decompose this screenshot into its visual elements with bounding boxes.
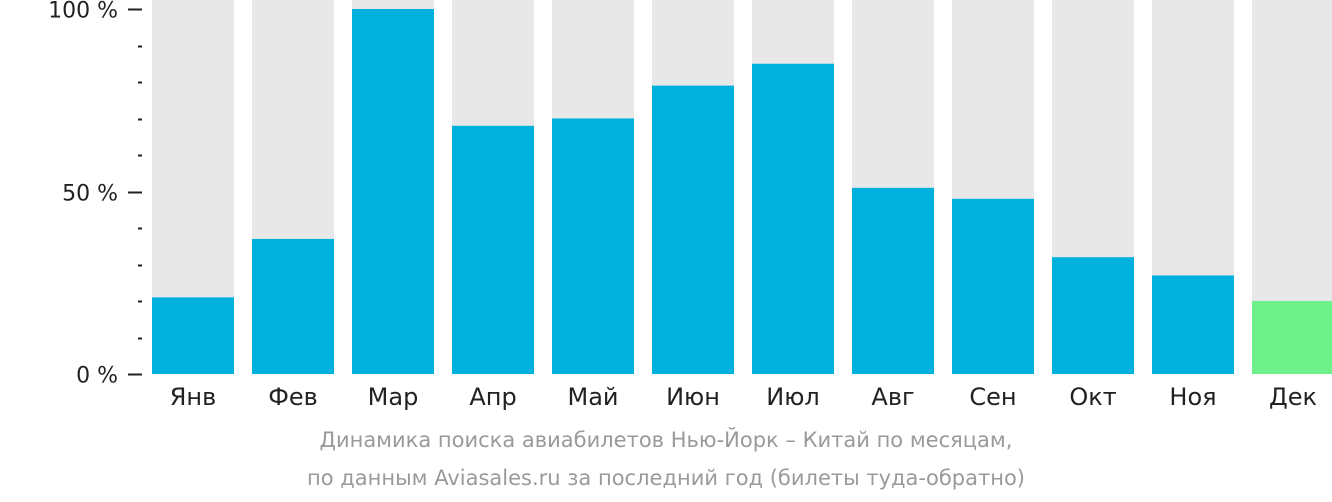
bar bbox=[152, 297, 234, 374]
bar-chart: 0 % 50 % 100 % Янв Фев Мар Апр Май Июн Июл Авг Сен О… bbox=[48, 0, 1332, 411]
bar bbox=[652, 85, 734, 375]
x-tick-label: Июн bbox=[666, 383, 720, 411]
bar bbox=[352, 9, 434, 374]
x-tick-label: Ноя bbox=[1169, 383, 1216, 411]
bar bbox=[852, 187, 934, 374]
x-tick-label: Авг bbox=[871, 383, 914, 411]
x-tick-label: Май bbox=[567, 383, 618, 411]
chart-caption-line-1: Динамика поиска авиабилетов Нью-Йорк – К… bbox=[319, 428, 1013, 452]
x-tick-label: Апр bbox=[469, 383, 516, 411]
y-tick-label: 0 % bbox=[76, 364, 118, 389]
x-tick-label: Фев bbox=[268, 383, 318, 411]
bar bbox=[252, 238, 334, 374]
bar bbox=[1152, 275, 1234, 374]
bar-highlighted bbox=[1252, 301, 1332, 374]
bar bbox=[552, 118, 634, 374]
x-tick-label: Сен bbox=[969, 383, 1016, 411]
x-tick-label: Янв bbox=[170, 383, 217, 411]
bar bbox=[952, 198, 1034, 374]
x-tick-label: Дек bbox=[1269, 383, 1317, 411]
x-tick-label: Окт bbox=[1069, 383, 1116, 411]
bar bbox=[452, 125, 534, 374]
bar bbox=[1052, 257, 1134, 374]
y-tick-label: 100 % bbox=[48, 0, 118, 24]
x-tick-label: Мар bbox=[368, 383, 419, 411]
x-tick-label: Июл bbox=[766, 383, 820, 411]
bar bbox=[752, 63, 834, 374]
chart-caption-line-2: по данным Aviasales.ru за последний год … bbox=[307, 466, 1025, 490]
y-tick-label: 50 % bbox=[62, 182, 118, 207]
